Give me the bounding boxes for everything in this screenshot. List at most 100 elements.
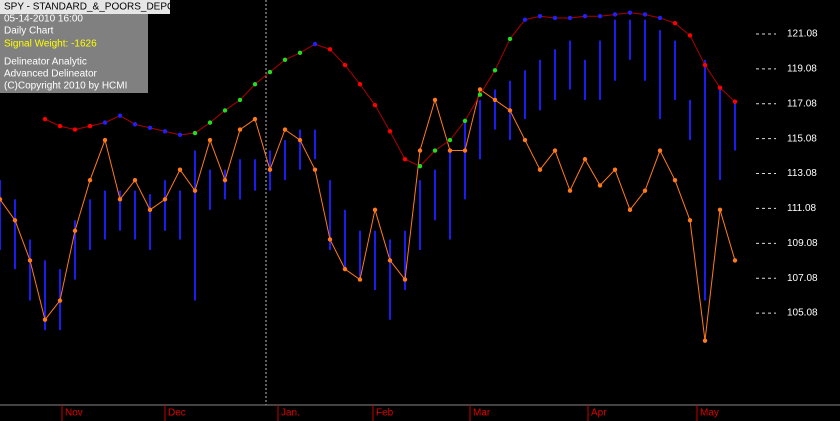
- trend-point: [387, 129, 393, 134]
- trend-point: [537, 14, 543, 19]
- trend-point: [687, 33, 693, 38]
- trend-point: [627, 10, 633, 15]
- oscillator-point: [117, 197, 123, 202]
- y-tick-label: 113.08: [787, 168, 817, 179]
- trend-point: [102, 120, 108, 125]
- credit-line: Delineator Analytic: [4, 57, 87, 68]
- trend-point: [252, 82, 258, 87]
- oscillator-point: [687, 218, 693, 223]
- trend-point: [492, 68, 498, 73]
- oscillator-point: [417, 148, 423, 153]
- oscillator-point: [237, 127, 243, 132]
- trend-point: [567, 15, 573, 21]
- oscillator-point: [267, 167, 273, 172]
- oscillator-point: [597, 183, 603, 188]
- trend-point: [72, 127, 78, 132]
- trend-point: [297, 50, 303, 56]
- trend-point: [192, 130, 198, 136]
- trend-point: [597, 14, 603, 19]
- oscillator-point: [672, 177, 678, 183]
- trend-point: [177, 132, 183, 138]
- trend-point: [552, 15, 558, 21]
- trend-point: [342, 62, 348, 68]
- x-tick-label: Nov: [65, 408, 83, 419]
- trend-point: [522, 17, 528, 22]
- oscillator-point: [387, 258, 393, 263]
- trend-point: [267, 69, 273, 75]
- oscillator-point: [372, 207, 378, 213]
- trend-point: [732, 99, 738, 104]
- credit-line: (C)Copyright 2010 by HCMI: [4, 81, 127, 92]
- trend-point: [657, 15, 663, 21]
- oscillator-point: [87, 177, 93, 183]
- trend-point: [612, 12, 618, 17]
- oscillator-point: [357, 277, 363, 282]
- x-tick-label: Feb: [376, 408, 394, 419]
- oscillator-point: [612, 167, 618, 172]
- trend-point: [672, 20, 678, 26]
- oscillator-point: [102, 137, 108, 143]
- oscillator-point: [702, 338, 708, 343]
- oscillator-point: [192, 188, 198, 193]
- oscillator-point: [477, 87, 483, 92]
- y-tick-label: 119.08: [787, 64, 817, 75]
- trend-point: [447, 137, 453, 143]
- oscillator-point: [0, 197, 3, 202]
- info-line: 05-14-2010 16:00: [4, 14, 83, 25]
- trend-point: [237, 97, 243, 103]
- trend-point: [582, 14, 588, 19]
- trend-point: [402, 157, 408, 162]
- oscillator-point: [717, 207, 723, 213]
- trend-point: [717, 85, 723, 90]
- y-tick-label: 109.08: [787, 238, 818, 249]
- trend-point: [117, 113, 123, 118]
- oscillator-point: [297, 137, 303, 143]
- oscillator-point: [447, 148, 453, 153]
- trend-point: [702, 62, 708, 68]
- oscillator-point: [507, 108, 513, 113]
- trend-point: [147, 125, 153, 131]
- oscillator-point: [207, 137, 213, 143]
- signal-weight: Signal Weight: -1626: [4, 39, 97, 50]
- oscillator-point: [432, 97, 438, 103]
- y-tick-label: 115.08: [787, 133, 817, 144]
- oscillator-point: [222, 177, 228, 183]
- oscillator-line: [0, 88, 736, 341]
- x-tick-label: Jan.: [281, 408, 300, 419]
- trend-point: [372, 102, 378, 108]
- trend-point: [222, 108, 228, 113]
- x-tick-label: Dec: [168, 408, 186, 419]
- oscillator-point: [312, 167, 318, 172]
- x-tick-label: May: [700, 408, 719, 419]
- oscillator-point: [732, 258, 738, 263]
- oscillator-point: [282, 127, 288, 132]
- trend-point: [327, 47, 333, 52]
- info-line: Daily Chart: [4, 26, 54, 37]
- oscillator-point: [57, 298, 63, 303]
- oscillator-point: [327, 237, 333, 242]
- credit-line: Advanced Delineator: [4, 69, 98, 80]
- trend-point: [477, 92, 483, 97]
- trend-point: [57, 123, 63, 129]
- oscillator-point: [462, 148, 468, 153]
- oscillator-point: [177, 167, 183, 172]
- title-bar: [0, 0, 170, 14]
- oscillator-point: [552, 148, 558, 153]
- oscillator-point: [162, 197, 168, 202]
- oscillator-point: [147, 207, 153, 213]
- trend-point: [357, 82, 363, 87]
- y-tick-label: 107.08: [787, 273, 818, 284]
- oscillator-point: [627, 207, 633, 213]
- title: SPY - STANDARD_&_POORS_DEPOS: [4, 2, 182, 13]
- info-box: [0, 0, 148, 93]
- oscillator-point: [132, 177, 138, 183]
- y-tick-label: 117.08: [787, 98, 817, 109]
- y-tick-label: 105.08: [787, 308, 818, 319]
- trend-point: [87, 123, 93, 129]
- oscillator-point: [582, 157, 588, 162]
- trend-point: [282, 57, 288, 63]
- oscillator-point: [537, 167, 543, 172]
- trend-point: [207, 120, 213, 125]
- trend-point: [42, 116, 48, 122]
